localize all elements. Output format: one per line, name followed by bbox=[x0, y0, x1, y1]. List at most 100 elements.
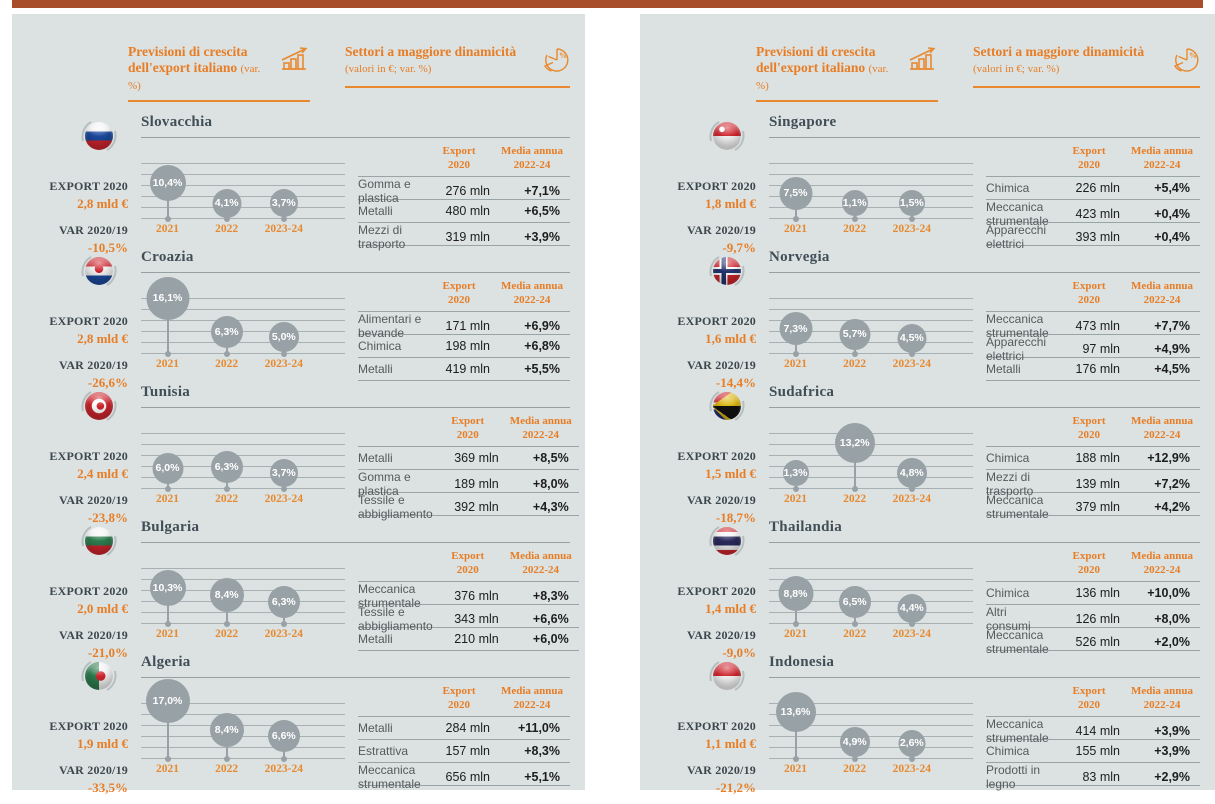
growth-bubble: 1,5% bbox=[898, 190, 925, 217]
export-panel-right: Previsioni di crescita dell'export itali… bbox=[640, 14, 1215, 795]
sector-name: Chimica bbox=[358, 338, 402, 353]
bubble-baseline-dot bbox=[223, 216, 230, 223]
country-flag-icon bbox=[78, 115, 120, 157]
sector-media-annua-value: +8,0% bbox=[532, 476, 569, 491]
chart-plot-area: 13,6% 4,9% 2,6% bbox=[769, 691, 973, 763]
growth-bubble: 4,8% bbox=[896, 457, 927, 488]
sector-export-value: 319 mln bbox=[445, 229, 490, 244]
column-header-media-annua: Media annua 2022-24 bbox=[1130, 145, 1194, 172]
export-2020-value: 2,8 mld € bbox=[77, 331, 128, 347]
sector-export-value: 189 mln bbox=[454, 476, 499, 491]
export-panel-left: Previsioni di crescita dell'export itali… bbox=[12, 14, 585, 795]
sector-media-annua-value: +2,0% bbox=[1154, 634, 1190, 649]
bubble-value-label: 13,2% bbox=[839, 437, 870, 450]
sector-export-value: 379 mln bbox=[1075, 499, 1120, 514]
year-tick: 2021 bbox=[784, 358, 808, 371]
sector-media-annua-value: +5,4% bbox=[1154, 180, 1190, 195]
bubble-baseline-dot bbox=[792, 621, 799, 628]
flag-arc-decoration bbox=[81, 121, 117, 152]
growth-bubble-chart: 7,5% 1,1% 1,5% bbox=[769, 139, 973, 256]
country-list-left: EXPORT 2020 2,8 mld € VAR 2020/19 -10,5%… bbox=[12, 112, 585, 795]
year-tick: 2023-24 bbox=[892, 223, 931, 236]
sector-media-annua-value: +11,0% bbox=[517, 720, 560, 735]
bar-chart-trend-icon bbox=[908, 46, 938, 77]
sector-name: Meccanica strumentale bbox=[986, 199, 1049, 228]
sector-media-annua-value: +4,2% bbox=[1154, 499, 1190, 514]
sector-export-value: 97 mln bbox=[1082, 341, 1120, 356]
bubble-value-label: 7,3% bbox=[783, 322, 808, 335]
column-header-export-2020: Export 2020 bbox=[1072, 145, 1106, 172]
sector-name: Apparecchi elettrici bbox=[986, 222, 1047, 251]
sector-media-annua-value: +8,5% bbox=[532, 450, 569, 465]
export-2020-label: EXPORT 2020 bbox=[677, 584, 756, 599]
bubble-value-label: 1,1% bbox=[842, 197, 867, 210]
var-2020-19-label: VAR 2020/19 bbox=[687, 358, 756, 373]
growth-title: Previsioni di crescita dell'export itali… bbox=[128, 44, 272, 93]
var-2020-19-label: VAR 2020/19 bbox=[687, 493, 756, 508]
sectors-table-header: Export 2020 Media annua 2022-24 bbox=[986, 280, 1200, 312]
export-2020-stat: EXPORT 2020 2,0 mld € bbox=[49, 584, 128, 617]
country-rule bbox=[769, 137, 1200, 139]
var-2020-19-stat: VAR 2020/19 -21,2% bbox=[687, 763, 756, 796]
country-section: EXPORT 2020 2,4 mld € VAR 2020/19 -23,8%… bbox=[12, 382, 585, 525]
year-tick: 2021 bbox=[156, 493, 180, 506]
year-tick: 2023-24 bbox=[892, 763, 931, 776]
var-2020-19-label: VAR 2020/19 bbox=[59, 763, 128, 778]
sector-export-value: 139 mln bbox=[1075, 476, 1120, 491]
var-2020-19-value: -9,7% bbox=[722, 240, 756, 256]
column-header-media-annua: Media annua 2022-24 bbox=[1130, 550, 1194, 577]
growth-title-sub: (var. %) bbox=[128, 63, 261, 92]
bubble-baseline-dot bbox=[792, 351, 799, 358]
bubble-baseline-dot bbox=[908, 486, 915, 493]
bubble-baseline-dot bbox=[908, 621, 915, 628]
bubble-baseline-dot bbox=[223, 351, 230, 358]
column-header-export-2020: Export 2020 bbox=[442, 145, 476, 172]
country-rule bbox=[141, 407, 570, 409]
sector-name: Meccanica strumentale bbox=[986, 716, 1049, 745]
country-flag-icon bbox=[706, 385, 748, 427]
bubble-baseline-dot bbox=[908, 351, 915, 358]
sector-export-value: 526 mln bbox=[1075, 634, 1120, 649]
year-tick: 2023-24 bbox=[264, 358, 303, 371]
country-section: EXPORT 2020 1,9 mld € VAR 2020/19 -33,5%… bbox=[12, 652, 585, 795]
country-rule bbox=[769, 407, 1200, 409]
growth-title-sub: (var. %) bbox=[756, 63, 889, 92]
sectors-table: Export 2020 Media annua 2022-24 Meccanic… bbox=[358, 550, 579, 661]
sector-export-value: 656 mln bbox=[445, 769, 490, 784]
export-2020-label: EXPORT 2020 bbox=[49, 719, 128, 734]
bubble-stem bbox=[794, 711, 797, 760]
country-rule bbox=[141, 677, 570, 679]
var-2020-19-value: -10,5% bbox=[87, 240, 128, 256]
sectors-table: Export 2020 Media annua 2022-24 Gomma e … bbox=[358, 145, 570, 256]
growth-bubble-chart: 8,8% 6,5% 4,4% bbox=[769, 544, 973, 661]
bubble-value-label: 16,1% bbox=[152, 292, 183, 305]
bubble-value-label: 6,3% bbox=[214, 461, 239, 474]
export-2020-value: 2,8 mld € bbox=[77, 196, 128, 212]
sectors-header-rule bbox=[973, 86, 1200, 88]
sector-name: Metalli bbox=[358, 203, 393, 218]
sectors-table: Export 2020 Media annua 2022-24 Chimica … bbox=[986, 145, 1200, 256]
growth-bubble: 2,6% bbox=[898, 729, 926, 757]
sectors-title-sub: (valori in €; var. %) bbox=[973, 63, 1060, 76]
column-header-export-2020: Export 2020 bbox=[442, 280, 476, 307]
growth-bubble: 7,5% bbox=[779, 176, 813, 210]
growth-bubble: 10,3% bbox=[149, 570, 186, 607]
year-tick: 2022 bbox=[215, 763, 239, 776]
chart-plot-area: 1,3% 13,2% 4,8% bbox=[769, 423, 973, 493]
sector-media-annua-value: +6,0% bbox=[532, 631, 569, 646]
sector-media-annua-value: +0,4% bbox=[1154, 206, 1190, 221]
growth-bubble: 5,0% bbox=[268, 321, 299, 352]
bubble-value-label: 10,4% bbox=[152, 177, 183, 190]
growth-bubble: 13,2% bbox=[834, 423, 875, 464]
country-name: Sudafrica bbox=[769, 384, 835, 401]
flag-circle bbox=[713, 257, 741, 286]
bubble-value-label: 4,8% bbox=[899, 466, 924, 479]
sector-media-annua-value: +3,9% bbox=[1154, 723, 1190, 738]
sector-media-annua-value: +8,3% bbox=[524, 743, 560, 758]
flag-circle bbox=[713, 527, 741, 556]
sector-name: Chimica bbox=[986, 180, 1030, 195]
sector-media-annua-value: +8,0% bbox=[1154, 611, 1190, 626]
chart-plot-area: 10,3% 8,4% 6,3% bbox=[141, 568, 345, 628]
sector-name: Metalli bbox=[358, 450, 393, 465]
country-name: Singapore bbox=[769, 114, 837, 131]
